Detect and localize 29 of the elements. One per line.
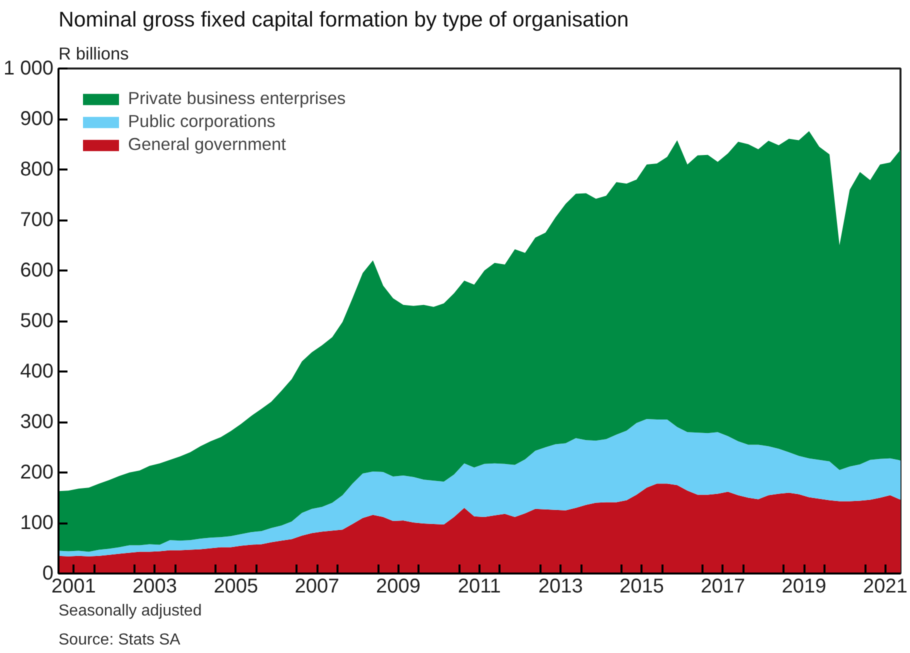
y-tick-label: 0 bbox=[42, 562, 54, 584]
y-tick-label: 300 bbox=[20, 411, 54, 433]
x-tick-label: 2003 bbox=[132, 576, 177, 598]
legend-label: General government bbox=[128, 134, 286, 155]
legend-label: Private business enterprises bbox=[128, 88, 346, 109]
x-tick-label: 2017 bbox=[700, 576, 746, 598]
text: Seasonally adjusted bbox=[58, 602, 202, 620]
y-tick-label: 100 bbox=[20, 512, 54, 534]
legend-label: Public corporations bbox=[128, 111, 276, 132]
x-tick-label: 2019 bbox=[782, 576, 826, 598]
x-tick-label: 2021 bbox=[863, 576, 908, 598]
x-tick-label: 2007 bbox=[294, 576, 340, 598]
y-tick-label: 1 000 bbox=[3, 58, 54, 80]
x-tick-label: 2015 bbox=[619, 576, 664, 598]
y-tick-label: 900 bbox=[20, 108, 54, 130]
y-axis-title: R billions bbox=[58, 44, 130, 64]
x-tick-label: 2013 bbox=[538, 576, 583, 598]
x-tick-label: 2005 bbox=[214, 576, 258, 598]
x-tick-label: 2011 bbox=[458, 576, 501, 598]
x-tick-label: 2009 bbox=[376, 576, 421, 598]
y-tick-label: 500 bbox=[20, 310, 54, 332]
y-tick-label: 400 bbox=[20, 360, 54, 382]
y-tick-label: 600 bbox=[20, 260, 54, 282]
source-note: Source: Stats SA bbox=[58, 632, 181, 648]
y-tick-label: 200 bbox=[20, 462, 54, 484]
y-tick-label: 700 bbox=[20, 209, 54, 231]
chart-title: Nominal gross fixed capital formation by type of organisation bbox=[58, 8, 629, 32]
x-tick-label: 2001 bbox=[51, 576, 96, 598]
y-tick-label: 800 bbox=[20, 158, 54, 180]
